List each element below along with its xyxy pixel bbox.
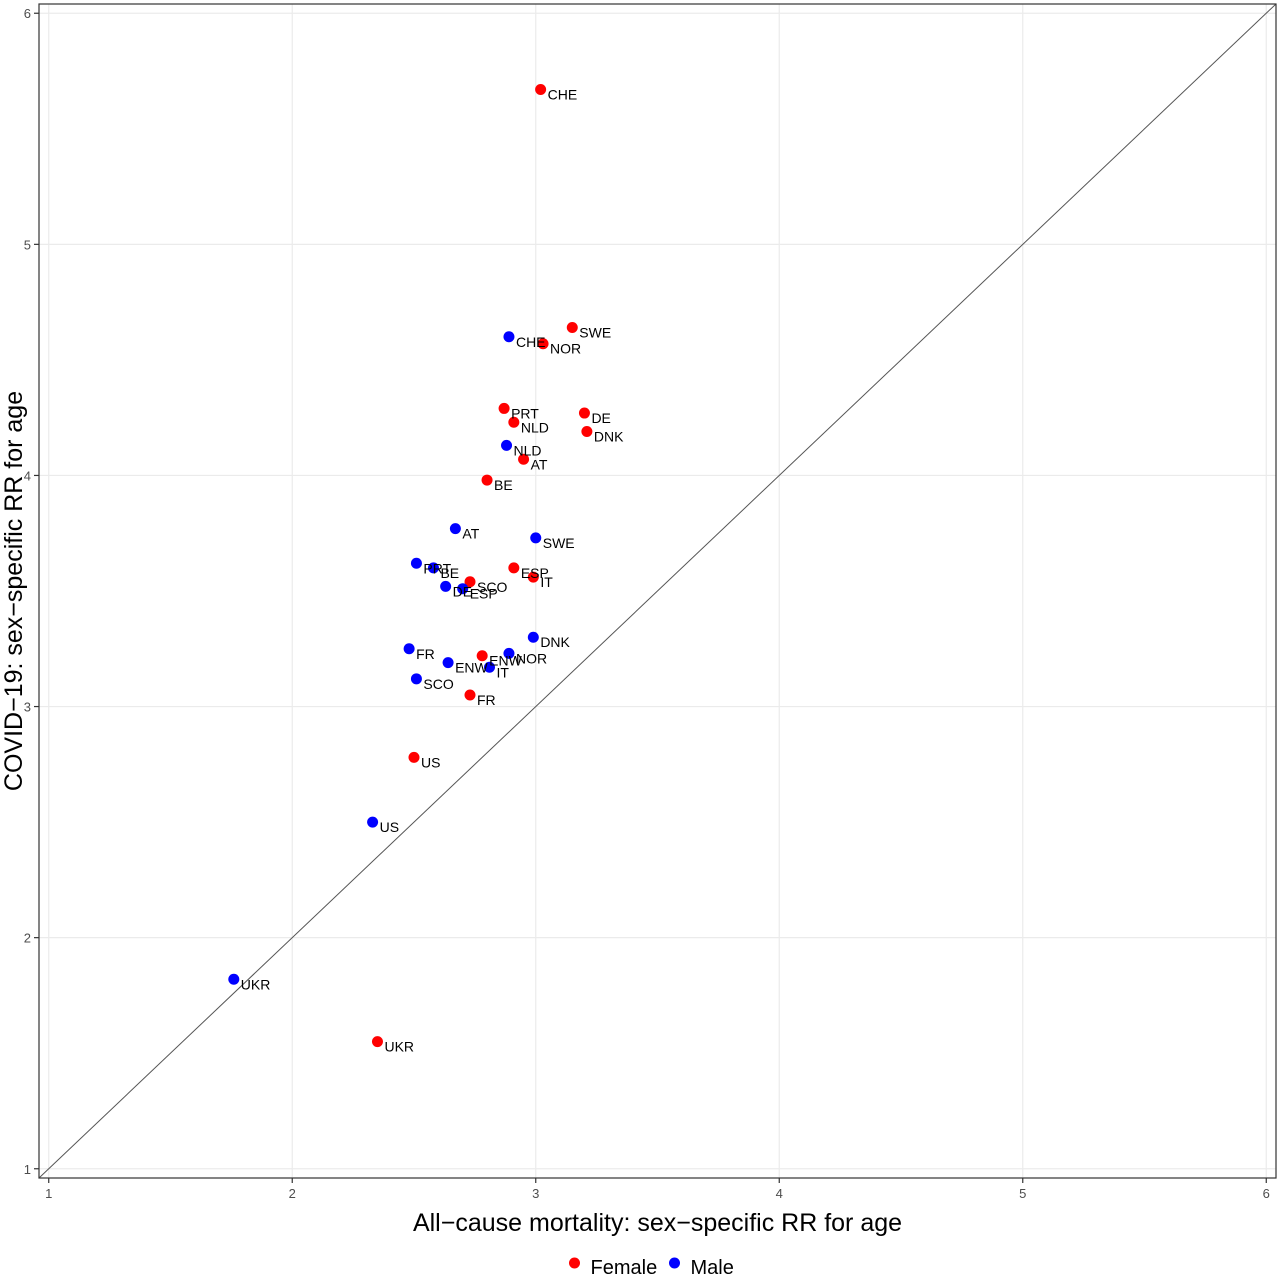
male-point-be [427,562,439,574]
female-label-fr: FR [477,692,496,708]
legend-male-label: Male [691,1257,734,1279]
female-label-sco: SCO [477,579,507,595]
female-label-esp: ESP [521,565,549,581]
female-point-enw [476,650,488,662]
female-point-prt [498,402,510,414]
x-tick-label: 2 [289,1186,296,1201]
legend: Female Male [569,1257,734,1279]
male-point-enw [442,657,454,669]
female-label-prt: PRT [511,405,539,421]
x-axis-title: All−cause mortality: sex−specific RR for… [413,1209,902,1237]
male-point-nor [503,647,515,659]
female-point-ukr [371,1036,383,1048]
male-point-prt [410,557,422,569]
male-point-sco [410,673,422,685]
female-label-us: US [421,754,440,770]
male-label-swe: SWE [543,535,575,551]
identity-reference-line [38,3,1277,1179]
male-label-che: CHE [516,334,546,350]
female-label-nor: NOR [550,341,581,357]
y-tick-label: 6 [24,6,31,21]
female-point-che [535,84,547,96]
male-label-dnk: DNK [540,634,570,650]
female-point-at [518,453,530,465]
x-tick-label: 1 [45,1186,52,1201]
male-label-at: AT [462,526,479,542]
x-tick-label: 5 [1019,1186,1026,1201]
female-point-fr [464,689,476,701]
grid-lines [39,4,1276,1178]
female-label-at: AT [531,456,548,472]
female-label-enw: ENW [489,653,522,669]
male-label-be: BE [440,565,459,581]
x-axis-ticks: 1 2 3 4 5 6 [45,1178,1270,1201]
female-point-it [527,571,539,583]
male-point-fr [403,643,415,655]
female-label-it: IT [540,574,553,590]
y-axis-title: COVID−19: sex−specific RR for age [0,391,28,791]
y-tick-label: 3 [24,700,31,715]
female-label-che: CHE [548,87,578,103]
male-point-nld [501,439,513,451]
female-point-be [481,474,493,486]
panel-border [38,3,1277,1179]
male-point-us [367,816,379,828]
female-point-de [578,407,590,419]
legend-male-key [669,1257,680,1269]
y-tick-label: 5 [24,237,31,252]
male-point-che [503,331,515,343]
female-label-de: DE [591,410,610,426]
legend-female-key [569,1257,580,1269]
male-point-it [483,661,495,673]
male-label-ukr: UKR [241,976,271,992]
male-label-us: US [380,819,399,835]
male-point-at [449,523,461,535]
male-point-dnk [527,631,539,643]
male-label-enw: ENW [455,660,488,676]
y-axis-ticks: 1 2 3 4 5 6 [24,6,39,1177]
female-label-nld: NLD [521,419,549,435]
female-label-be: BE [494,477,513,493]
female-point-esp [508,562,520,574]
y-tick-label: 2 [24,931,31,946]
male-label-sco: SCO [423,676,453,692]
female-point-us [408,751,420,763]
female-point-nld [508,416,520,428]
x-tick-label: 4 [776,1186,783,1201]
female-label-dnk: DNK [594,429,624,445]
female-label-ukr: UKR [384,1039,414,1055]
female-point-swe [566,322,578,334]
y-tick-label: 4 [24,468,31,483]
female-point-sco [464,576,476,588]
male-label-nld: NLD [514,442,542,458]
male-label-nor: NOR [516,650,547,666]
female-label-swe: SWE [579,325,611,341]
legend-female-label: Female [591,1257,658,1279]
data-points [228,84,593,1048]
male-label-prt: PRT [423,560,451,576]
x-tick-label: 6 [1263,1186,1270,1201]
male-point-swe [530,532,542,544]
female-point-nor [537,338,549,350]
y-tick-label: 1 [24,1162,31,1177]
male-point-esp [457,583,469,595]
male-label-fr: FR [416,646,435,662]
male-point-ukr [228,973,240,985]
male-label-esp: ESP [470,586,498,602]
identity-line [38,3,1277,1179]
male-label-de: DE [453,583,472,599]
female-point-dnk [581,426,593,438]
male-label-it: IT [496,664,509,680]
x-tick-label: 3 [532,1186,539,1201]
male-point-de [440,580,452,592]
